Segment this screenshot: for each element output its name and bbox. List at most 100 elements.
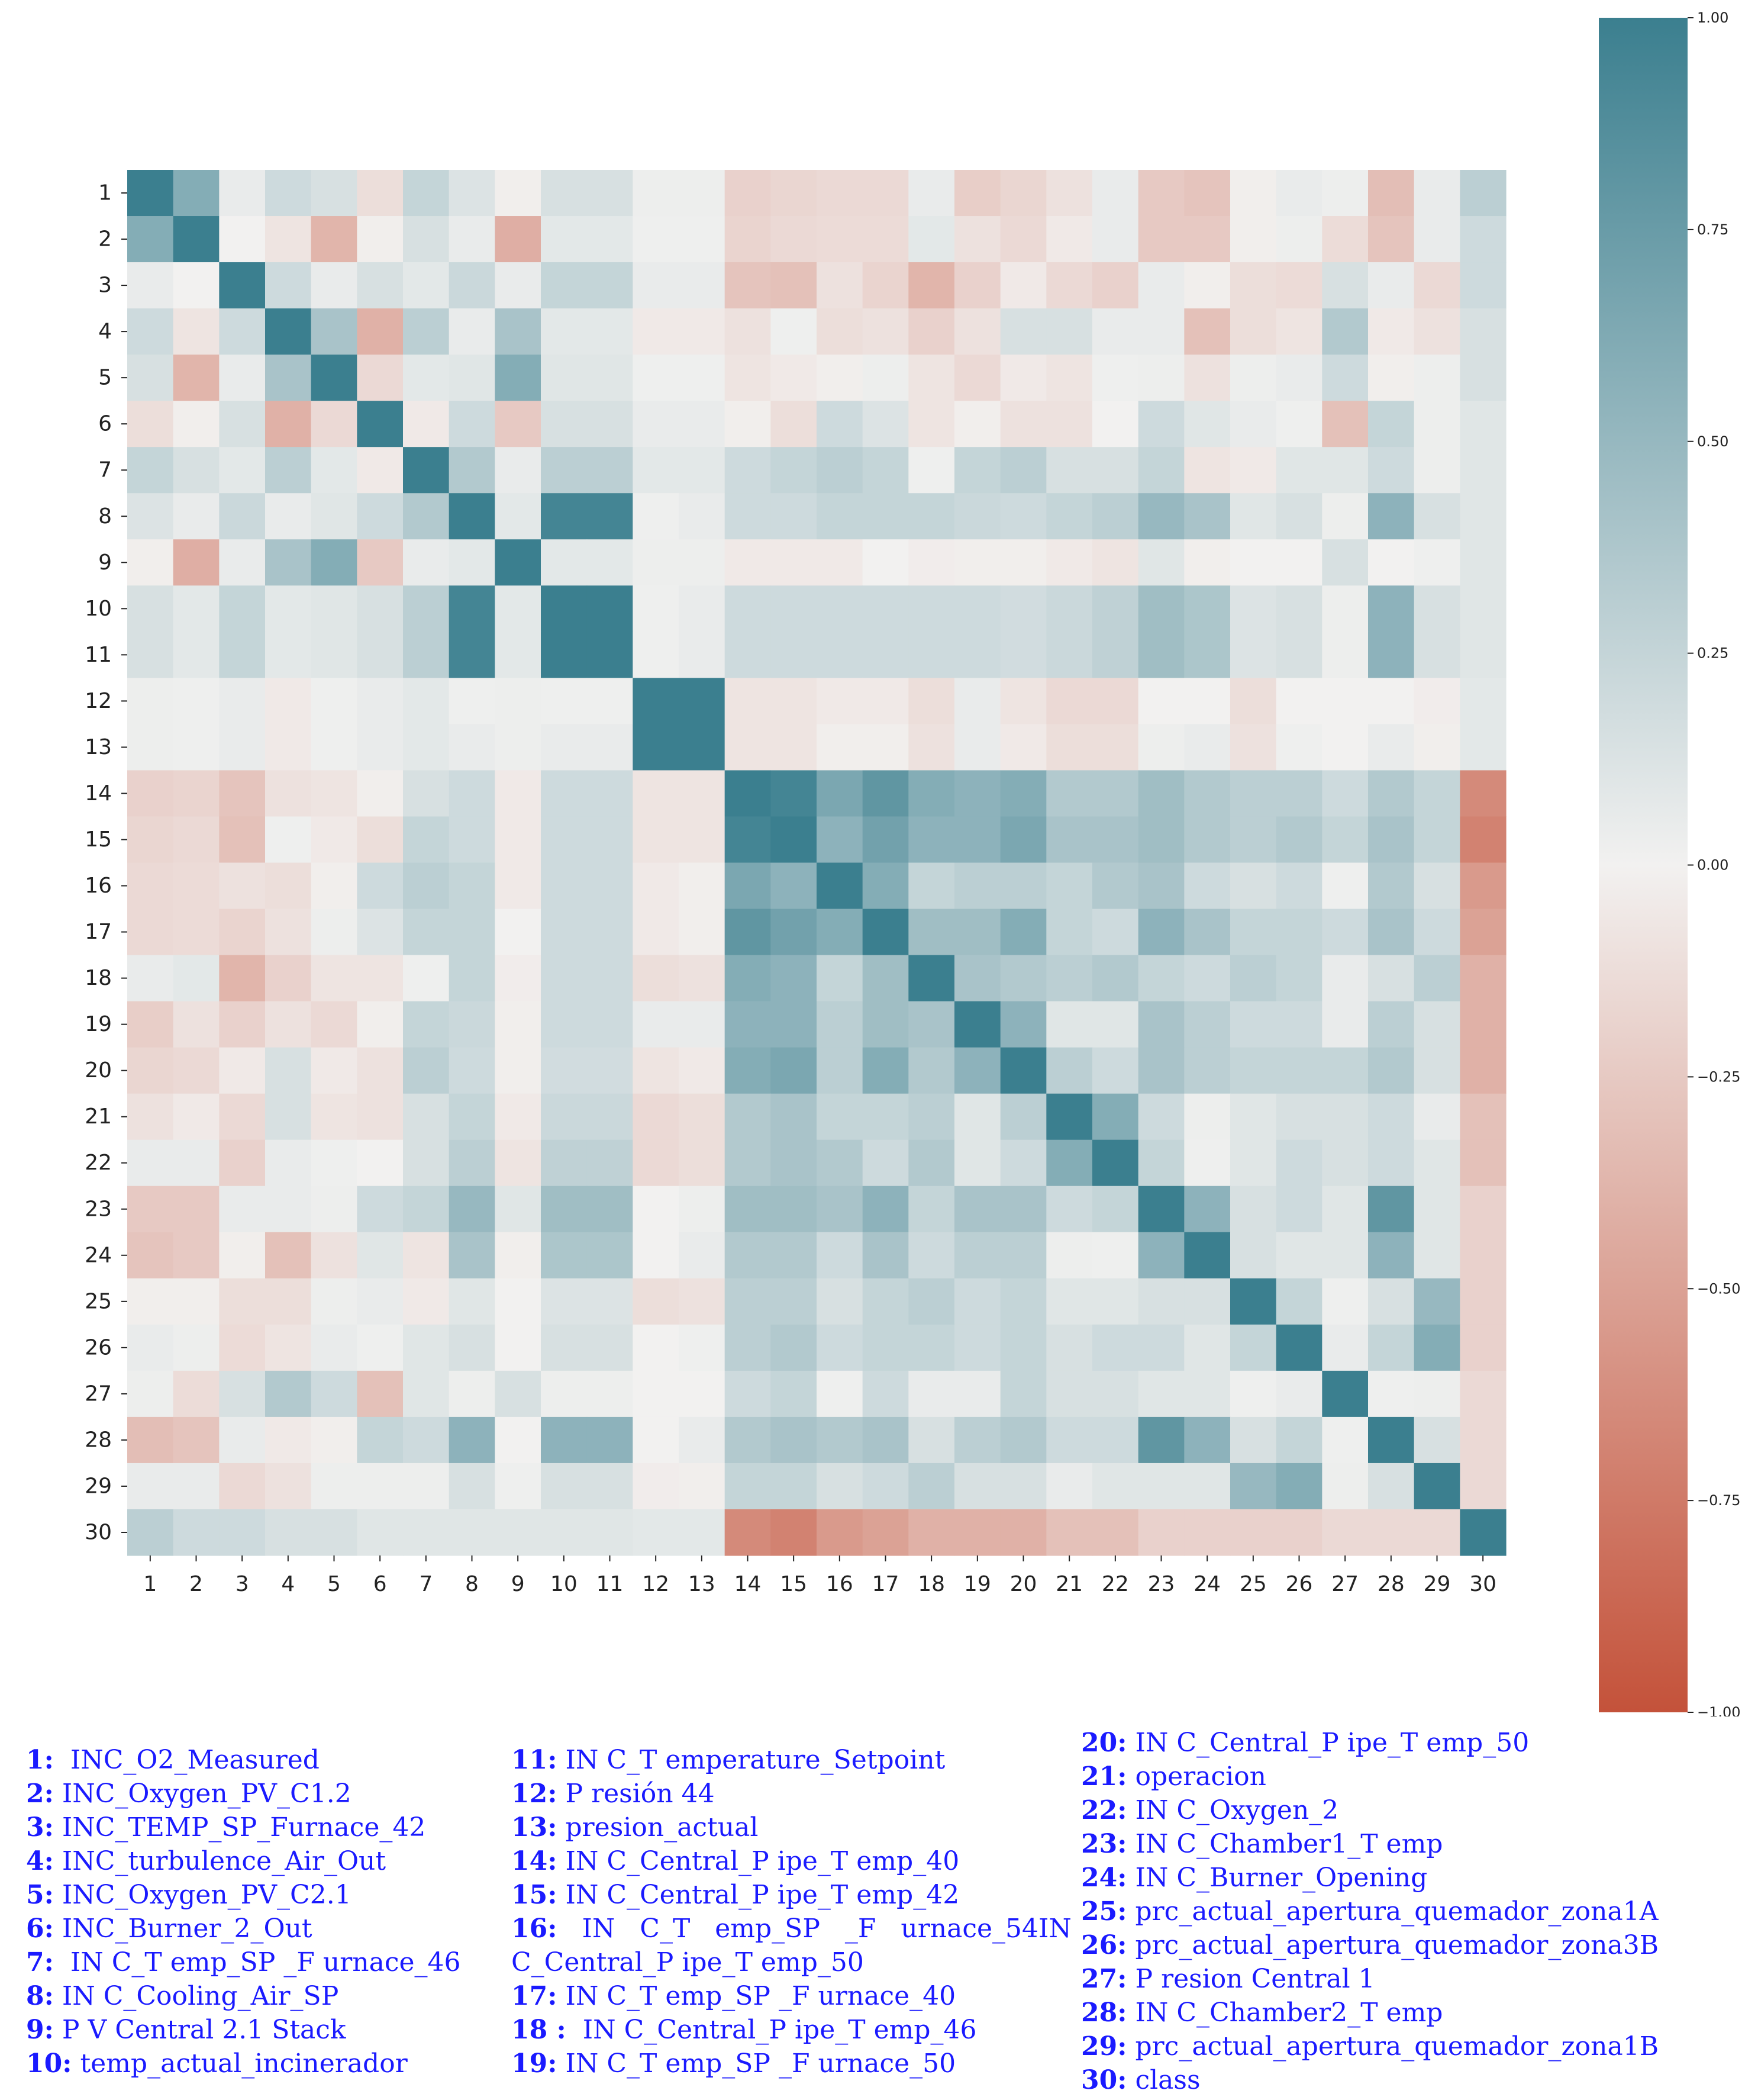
heatmap-cell bbox=[1184, 770, 1231, 817]
heatmap-cell bbox=[311, 170, 357, 217]
heatmap-cell bbox=[586, 401, 633, 447]
heatmap-cell bbox=[1322, 1001, 1369, 1048]
col-tick-label: 6 bbox=[373, 1572, 387, 1596]
heatmap-cell bbox=[311, 216, 357, 263]
heatmap-cell bbox=[1230, 216, 1277, 263]
legend-item-number: 9: bbox=[26, 2015, 54, 2045]
heatmap-cell bbox=[908, 724, 955, 771]
heatmap-cell bbox=[265, 262, 312, 309]
heatmap-cell bbox=[1414, 493, 1460, 540]
heatmap-cell bbox=[449, 1047, 495, 1094]
heatmap-cell bbox=[265, 1509, 312, 1556]
legend-item-label: IN C_Burner_Opening bbox=[1127, 1863, 1428, 1893]
heatmap-cell bbox=[954, 632, 1001, 678]
heatmap-cell bbox=[908, 262, 955, 309]
row-tick-label: 23 bbox=[85, 1197, 112, 1221]
heatmap-cell bbox=[127, 678, 174, 724]
heatmap-cell bbox=[311, 447, 357, 494]
heatmap-cell bbox=[1184, 447, 1231, 494]
heatmap-cell bbox=[633, 770, 679, 817]
heatmap-cell bbox=[1414, 1186, 1460, 1233]
heatmap-cell bbox=[1000, 1463, 1047, 1510]
heatmap-cell bbox=[679, 585, 725, 632]
heatmap-cell bbox=[817, 816, 863, 864]
heatmap-cell bbox=[219, 1186, 266, 1233]
heatmap-cell bbox=[173, 1186, 220, 1233]
heatmap-cell bbox=[1092, 355, 1139, 401]
heatmap-cell bbox=[633, 724, 679, 771]
heatmap-cell bbox=[127, 539, 174, 586]
heatmap-cell bbox=[1000, 1324, 1047, 1371]
heatmap-cell bbox=[679, 308, 725, 355]
legend-item: 14: IN C_Central_P ipe_T emp_40 bbox=[511, 1844, 1072, 1878]
heatmap-cell bbox=[908, 1370, 955, 1418]
heatmap-cell bbox=[1138, 401, 1185, 447]
col-tick-label: 18 bbox=[918, 1572, 945, 1596]
heatmap-cell bbox=[679, 909, 725, 956]
heatmap-cell bbox=[1046, 1463, 1093, 1510]
heatmap-cell bbox=[586, 493, 633, 540]
col-tick-label: 30 bbox=[1469, 1572, 1496, 1596]
heatmap-cell bbox=[541, 1047, 588, 1094]
heatmap-cell bbox=[770, 909, 817, 956]
heatmap-cell bbox=[265, 216, 312, 263]
row-tick-label: 27 bbox=[85, 1381, 112, 1406]
heatmap-cell bbox=[1000, 355, 1047, 401]
heatmap-cell bbox=[1046, 539, 1093, 586]
heatmap-cell bbox=[1000, 1278, 1047, 1325]
heatmap-cell bbox=[495, 909, 541, 956]
heatmap-cell bbox=[586, 1416, 633, 1464]
heatmap-cell bbox=[1138, 308, 1185, 355]
heatmap-cell bbox=[1230, 1186, 1277, 1233]
heatmap-cell bbox=[817, 1278, 863, 1325]
heatmap-cell bbox=[311, 262, 357, 309]
row-tick-label: 7 bbox=[98, 458, 112, 482]
heatmap-cell bbox=[679, 955, 725, 1002]
heatmap-cell bbox=[724, 585, 771, 632]
heatmap-cell bbox=[1138, 816, 1185, 864]
legend-item: 24: IN C_Burner_Opening bbox=[1081, 1861, 1659, 1895]
heatmap-cell bbox=[770, 678, 817, 724]
heatmap-cell bbox=[1230, 1047, 1277, 1094]
heatmap-cell bbox=[1138, 1370, 1185, 1418]
heatmap-cell bbox=[265, 909, 312, 956]
heatmap-cell bbox=[633, 262, 679, 309]
heatmap-cell bbox=[586, 770, 633, 817]
heatmap-cell bbox=[1092, 170, 1139, 217]
legend-item-label: P resion Central 1 bbox=[1127, 1964, 1375, 1994]
heatmap-cell bbox=[724, 862, 771, 910]
heatmap-cell bbox=[1414, 1416, 1460, 1464]
heatmap-cell bbox=[219, 1001, 266, 1048]
heatmap-cell bbox=[495, 678, 541, 724]
heatmap-cell bbox=[817, 1463, 863, 1510]
heatmap-cell bbox=[449, 262, 495, 309]
legend-item-number: 18 : bbox=[511, 2015, 566, 2045]
heatmap-cell bbox=[862, 1509, 909, 1556]
heatmap-cell bbox=[908, 1093, 955, 1141]
heatmap-cell bbox=[1368, 862, 1415, 910]
heatmap-cell bbox=[403, 862, 450, 910]
row-tick-label: 1 bbox=[98, 181, 112, 205]
heatmap-cell bbox=[908, 216, 955, 263]
heatmap-cell bbox=[403, 909, 450, 956]
row-tick-label: 26 bbox=[85, 1335, 112, 1360]
heatmap-cell bbox=[357, 1001, 404, 1048]
heatmap-cell bbox=[954, 355, 1001, 401]
heatmap-cell bbox=[311, 1139, 357, 1187]
heatmap-cell bbox=[1138, 493, 1185, 540]
heatmap-cell bbox=[586, 585, 633, 632]
heatmap-cell bbox=[1230, 816, 1277, 864]
heatmap-cell bbox=[311, 493, 357, 540]
heatmap-cell bbox=[173, 816, 220, 864]
heatmap-cell bbox=[1276, 909, 1322, 956]
heatmap-cell bbox=[1046, 170, 1093, 217]
heatmap-cell bbox=[724, 262, 771, 309]
heatmap-cell bbox=[862, 724, 909, 771]
heatmap-cell bbox=[311, 1001, 357, 1048]
heatmap-cell bbox=[954, 955, 1001, 1002]
heatmap-cell bbox=[449, 724, 495, 771]
heatmap-cell bbox=[862, 493, 909, 540]
heatmap-cell bbox=[219, 1370, 266, 1418]
heatmap-cell bbox=[1184, 816, 1231, 864]
heatmap-cell bbox=[127, 1232, 174, 1279]
